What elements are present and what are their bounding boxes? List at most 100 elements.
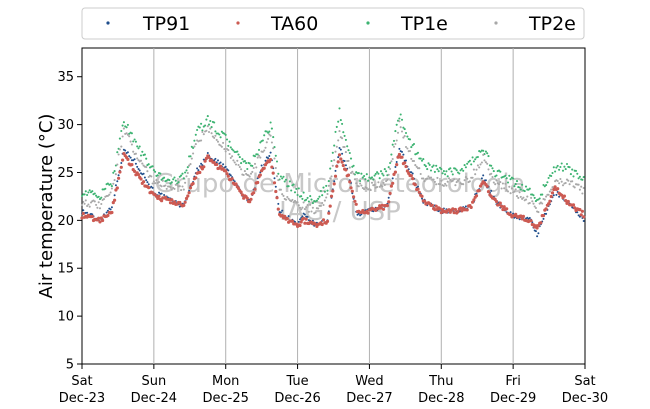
data-point bbox=[541, 193, 544, 196]
data-point bbox=[282, 194, 285, 197]
data-point bbox=[305, 206, 308, 209]
data-point bbox=[286, 195, 289, 199]
legend: TP91 TA60 TP1e TP2e bbox=[81, 7, 585, 40]
data-point bbox=[178, 185, 181, 188]
data-point bbox=[210, 126, 213, 129]
data-point bbox=[559, 177, 562, 181]
data-point bbox=[202, 133, 205, 136]
data-point bbox=[133, 169, 137, 173]
data-point bbox=[535, 226, 539, 230]
data-point bbox=[475, 168, 478, 171]
data-point bbox=[484, 161, 487, 164]
data-point bbox=[281, 177, 284, 180]
data-point bbox=[580, 185, 583, 188]
data-point bbox=[460, 167, 463, 170]
data-point bbox=[106, 182, 109, 185]
data-point bbox=[143, 176, 146, 179]
data-point bbox=[338, 147, 341, 149]
data-point bbox=[398, 120, 401, 123]
data-point bbox=[561, 184, 565, 187]
data-point bbox=[190, 157, 193, 160]
data-point bbox=[295, 187, 298, 190]
data-point bbox=[399, 113, 402, 116]
data-point bbox=[134, 140, 137, 143]
data-point bbox=[421, 197, 423, 200]
data-point bbox=[340, 160, 344, 164]
data-point bbox=[576, 172, 579, 175]
data-point bbox=[219, 161, 222, 164]
data-point bbox=[186, 166, 189, 169]
data-point bbox=[248, 175, 251, 178]
data-point bbox=[333, 180, 336, 183]
data-point bbox=[455, 181, 458, 184]
x-tick-label-date: Dec-28 bbox=[418, 391, 464, 406]
data-point bbox=[547, 193, 550, 196]
data-point bbox=[398, 147, 401, 150]
data-point bbox=[227, 169, 230, 172]
data-point bbox=[427, 175, 430, 178]
data-point bbox=[569, 173, 572, 176]
data-point bbox=[305, 198, 308, 201]
data-point bbox=[389, 161, 392, 165]
data-point bbox=[88, 189, 91, 192]
data-point bbox=[296, 193, 299, 197]
data-point bbox=[450, 170, 453, 173]
data-point bbox=[542, 183, 545, 187]
data-point bbox=[377, 172, 380, 175]
data-point bbox=[477, 189, 481, 193]
data-point bbox=[282, 175, 285, 178]
data-point bbox=[416, 187, 420, 191]
data-point bbox=[382, 181, 385, 184]
x-tick-label-date: Dec-24 bbox=[131, 391, 177, 406]
data-point bbox=[168, 201, 173, 205]
data-point bbox=[246, 167, 249, 171]
data-point bbox=[257, 154, 261, 157]
data-point bbox=[430, 203, 434, 207]
data-point bbox=[141, 150, 144, 153]
data-point bbox=[561, 169, 565, 172]
legend-box bbox=[81, 7, 585, 40]
data-point bbox=[110, 185, 113, 188]
data-point bbox=[528, 187, 531, 190]
data-point bbox=[317, 197, 320, 200]
data-point bbox=[383, 168, 386, 171]
data-point bbox=[552, 166, 555, 169]
data-point bbox=[366, 211, 370, 215]
data-point bbox=[342, 131, 345, 134]
data-point bbox=[466, 162, 469, 165]
data-point bbox=[531, 200, 534, 203]
data-point bbox=[290, 189, 293, 192]
data-point bbox=[494, 199, 499, 204]
data-point bbox=[484, 150, 487, 153]
data-point bbox=[126, 157, 130, 161]
data-point bbox=[464, 205, 467, 208]
data-point bbox=[154, 170, 157, 173]
data-point bbox=[423, 199, 427, 203]
data-point bbox=[82, 200, 85, 203]
data-point bbox=[114, 184, 117, 187]
data-point bbox=[240, 162, 243, 165]
data-point bbox=[196, 128, 199, 132]
data-point bbox=[121, 124, 124, 127]
data-point bbox=[451, 207, 455, 211]
data-point bbox=[471, 176, 474, 179]
series-TP2e bbox=[80, 120, 585, 215]
data-point bbox=[383, 183, 386, 187]
data-point bbox=[451, 179, 454, 182]
data-point bbox=[262, 166, 266, 170]
data-point bbox=[534, 206, 537, 210]
data-point bbox=[446, 180, 449, 183]
data-point bbox=[302, 216, 306, 220]
data-point bbox=[115, 186, 119, 190]
data-point bbox=[385, 170, 388, 173]
data-point bbox=[323, 190, 326, 193]
data-point bbox=[370, 181, 374, 184]
data-point bbox=[482, 149, 485, 152]
data-point bbox=[122, 127, 125, 130]
data-point bbox=[109, 208, 112, 211]
data-point bbox=[105, 211, 108, 214]
data-point bbox=[420, 194, 424, 198]
data-point bbox=[227, 149, 230, 152]
data-point bbox=[458, 172, 461, 175]
data-point bbox=[329, 167, 332, 170]
